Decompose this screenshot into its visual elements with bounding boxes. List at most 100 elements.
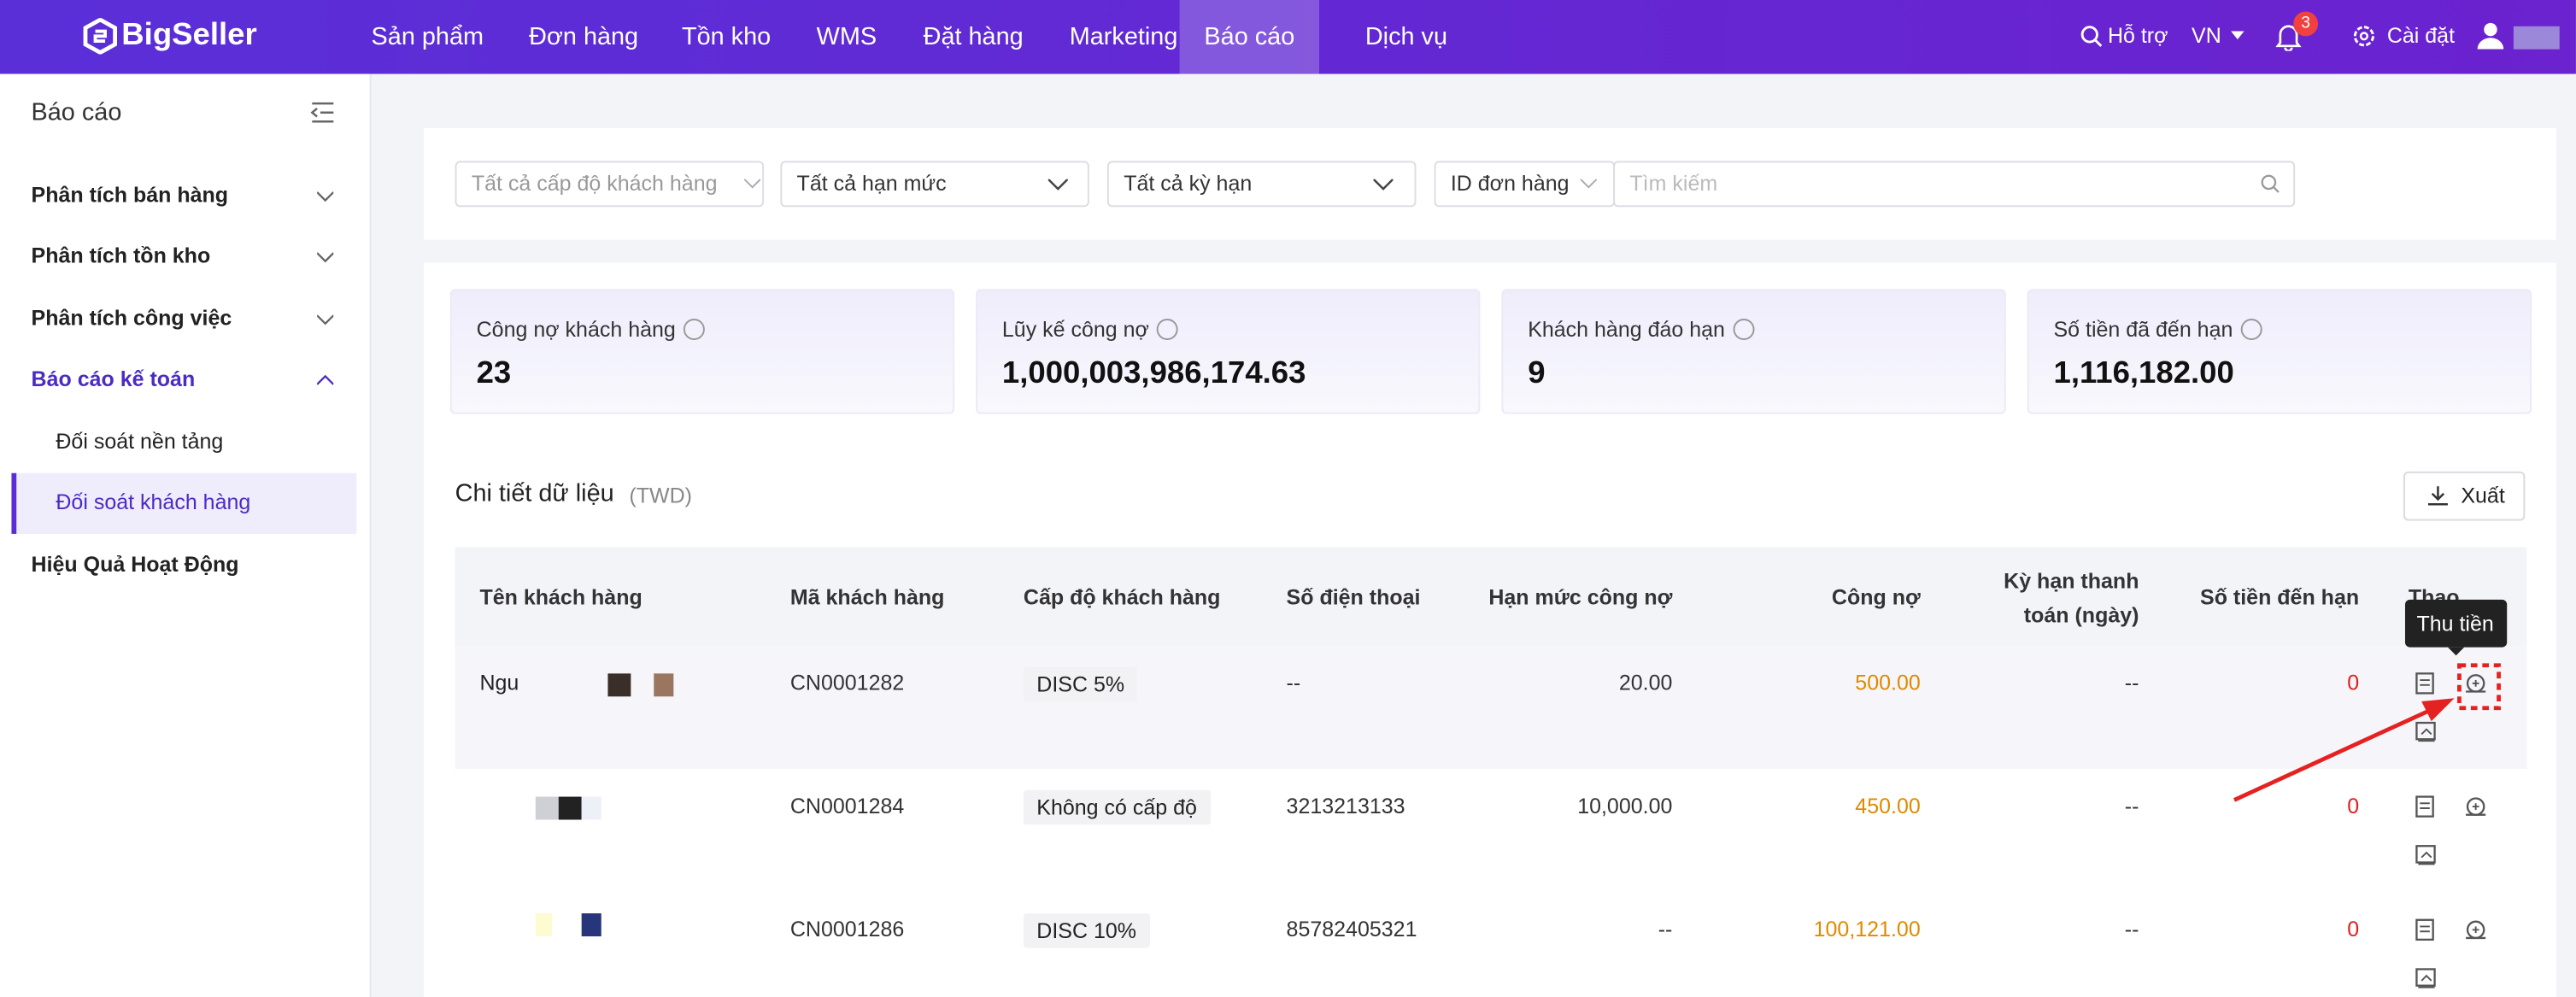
report-icon[interactable] — [2415, 968, 2437, 989]
top-nav: BigSeller Sản phẩm Đơn hàng Tồn kho WMS Đặt … — [0, 0, 2576, 74]
menu-item[interactable]: Đặt hàng — [923, 22, 1024, 51]
cell: CN0001286 — [789, 916, 905, 941]
detail-icon[interactable] — [2415, 795, 2435, 818]
column-header: Cấp độ khách hàng — [1023, 584, 1221, 610]
limit-filter-text: Tất cả hạn mức — [796, 170, 947, 196]
chevron[interactable] — [317, 191, 334, 202]
level-tag: DISC 10% — [1023, 913, 1150, 948]
table-row — [455, 892, 2527, 997]
language-select[interactable]: VN — [2192, 22, 2221, 48]
sidebar-item[interactable]: Đối soát nền tảng — [56, 428, 224, 454]
search-icon — [2080, 26, 2103, 47]
sidebar-item[interactable]: Phân tích bán hàng — [31, 182, 229, 208]
summary-card: Lũy kế công nợ 1,000,003,986,174.63 — [976, 289, 1481, 414]
export-label: Xuất — [2461, 483, 2505, 508]
chevron[interactable] — [317, 314, 334, 325]
cell: 20.00 — [1618, 670, 1673, 695]
user-icon[interactable] — [2477, 21, 2504, 50]
caret — [2231, 31, 2244, 40]
menu-item[interactable]: Marketing — [1069, 22, 1178, 51]
chevron — [1373, 179, 1394, 191]
cell: -- — [2124, 793, 2139, 818]
sidebar-item[interactable]: Báo cáo kế toán — [31, 366, 196, 391]
annotation-arrow — [2233, 707, 2432, 802]
search-icon[interactable] — [2261, 174, 2280, 194]
menu-item[interactable]: Báo cáo — [1179, 0, 1320, 74]
sidebar-item[interactable]: Phân tích công việc — [31, 305, 232, 331]
menu-item[interactable]: Dịch vụ — [1364, 22, 1448, 51]
sidebar-item[interactable]: Đối soát khách hàng — [56, 489, 251, 514]
term-filter[interactable]: Tất cả kỳ hạn — [1106, 161, 1417, 208]
sidebar-item[interactable]: Hiệu Quả Hoạt Động — [31, 552, 239, 577]
settings-link[interactable]: Cài đặt — [2386, 22, 2456, 48]
gear-icon — [2353, 26, 2374, 47]
support-link[interactable]: Hỗ trợ — [2107, 22, 2168, 48]
column-header: Mã khách hàng — [789, 584, 945, 610]
column-header: Hạn mức công nợ — [1488, 584, 1673, 610]
chevron — [744, 179, 761, 189]
help-icon[interactable] — [683, 319, 705, 341]
logo[interactable]: BigSeller — [121, 18, 257, 53]
report-icon[interactable] — [2415, 721, 2437, 742]
menu-item[interactable]: Tồn kho — [681, 22, 772, 51]
detail-icon[interactable] — [2415, 918, 2435, 941]
column-header: Số điện thoại — [1286, 584, 1421, 610]
level-tag: DISC 5% — [1023, 666, 1138, 702]
blurred-name — [558, 796, 582, 820]
column-header: Số tiền đến hạn — [2200, 584, 2360, 610]
help-icon[interactable] — [1156, 319, 1178, 341]
tooltip-arrow — [2447, 647, 2465, 656]
cell: 0 — [2347, 670, 2360, 695]
collect-icon[interactable] — [2464, 672, 2487, 695]
search-input[interactable]: Tìm kiếm — [1613, 161, 2296, 208]
chevron[interactable] — [317, 374, 334, 385]
cell: -- — [1286, 670, 1301, 695]
column-header: Tên khách hàng — [479, 584, 643, 610]
help-icon[interactable] — [2240, 319, 2262, 341]
collapse-icon[interactable] — [310, 102, 335, 123]
collect-icon[interactable] — [2464, 795, 2487, 818]
menu-item[interactable]: Đơn hàng — [529, 22, 639, 51]
notification-badge: 3 — [2293, 11, 2319, 37]
menu-item[interactable]: WMS — [816, 22, 877, 51]
limit-filter[interactable]: Tất cả hạn mức — [780, 161, 1089, 208]
cell: CN0001284 — [789, 793, 905, 818]
chevron — [1047, 179, 1068, 191]
card-value: 23 — [476, 356, 512, 391]
cell: 0 — [2347, 916, 2360, 941]
customer-name: Ngu — [479, 670, 519, 695]
export-button[interactable]: Xuất — [2403, 471, 2526, 521]
search-placeholder: Tìm kiếm — [1629, 170, 1718, 196]
card-value: 1,000,003,986,174.63 — [1001, 356, 1306, 391]
cell: 0 — [2347, 793, 2360, 818]
detail-icon[interactable] — [2415, 672, 2435, 695]
blurred-name — [581, 796, 601, 820]
highlight-box — [2457, 663, 2501, 711]
download-icon — [2427, 486, 2448, 506]
blurred-name — [607, 673, 631, 697]
arrow-head — [2421, 698, 2455, 722]
blurred-name — [581, 913, 601, 936]
summary-card: Khách hàng đáo hạn 9 — [1501, 289, 2006, 414]
help-icon[interactable] — [1733, 319, 1755, 341]
bell-icon[interactable] — [2275, 21, 2302, 51]
blurred-name — [535, 913, 553, 936]
report-icon[interactable] — [2415, 844, 2437, 865]
blurred-name — [654, 673, 674, 697]
cell: 85782405321 — [1286, 916, 1417, 941]
cell: 450.00 — [1855, 793, 1921, 818]
column-header: Công nợ — [1831, 584, 1921, 610]
table-header — [455, 547, 2527, 646]
currency-unit: (TWD) — [629, 483, 693, 508]
collect-icon[interactable] — [2464, 918, 2487, 941]
cell: 100,121.00 — [1813, 916, 1921, 941]
chevron — [1580, 179, 1597, 189]
chevron[interactable] — [317, 251, 334, 263]
menu-item[interactable]: Sản phẩm — [371, 22, 484, 51]
level-filter[interactable]: Tất cả cấp độ khách hàng — [455, 161, 765, 208]
sidebar-item[interactable]: Phân tích tồn kho — [31, 243, 211, 268]
sidebar-title: Báo cáo — [31, 98, 122, 127]
